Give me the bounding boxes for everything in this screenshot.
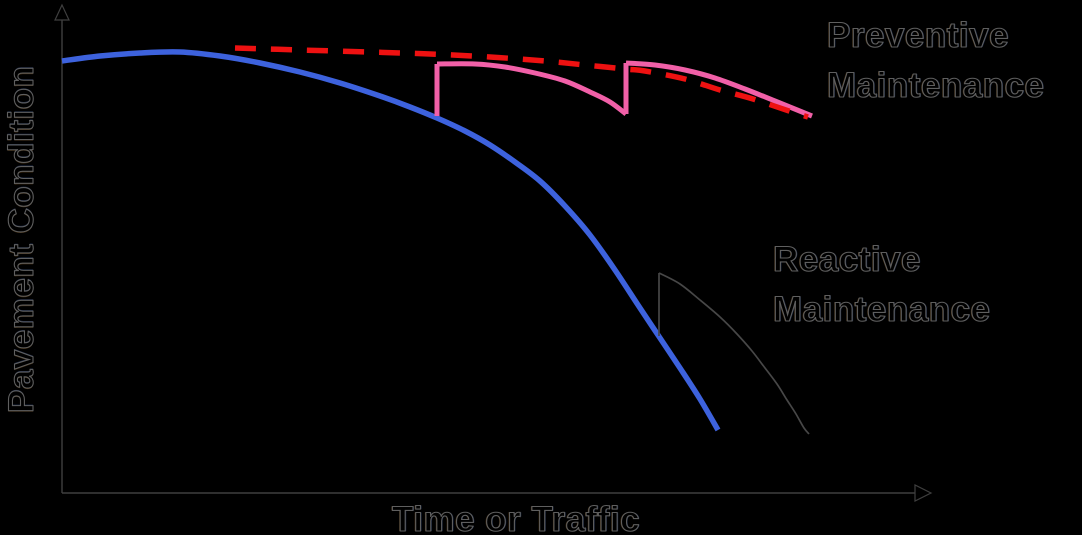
curves-group (61, 45, 813, 435)
reactive-maintenance-condition-segment-1 (658, 272, 810, 435)
preventive-maintenance-condition-segment-1 (436, 61, 628, 117)
preventive-annotation-line1: Preventive (826, 15, 1010, 55)
x-axis-label: Time or Traffic (391, 499, 641, 535)
y-axis-label: Pavement Condition (1, 65, 41, 413)
preventive-maintenance-annotation: Preventive Maintenance (826, 11, 1045, 111)
reactive-annotation-line1: Reactive (772, 239, 921, 279)
preventive-maintenance-condition-segment-3 (625, 60, 813, 119)
reactive-maintenance-annotation: Reactive Maintenance (772, 235, 991, 335)
pavement-deterioration-no-maintenance-segment-0 (61, 49, 721, 432)
preventive-maintenance-envelope-segment-0 (234, 45, 809, 120)
x-axis-arrowhead-icon (914, 484, 933, 502)
y-axis-arrowhead-icon (54, 3, 70, 21)
reactive-annotation-line2: Maintenance (772, 289, 991, 329)
preventive-annotation-line2: Maintenance (826, 65, 1045, 105)
